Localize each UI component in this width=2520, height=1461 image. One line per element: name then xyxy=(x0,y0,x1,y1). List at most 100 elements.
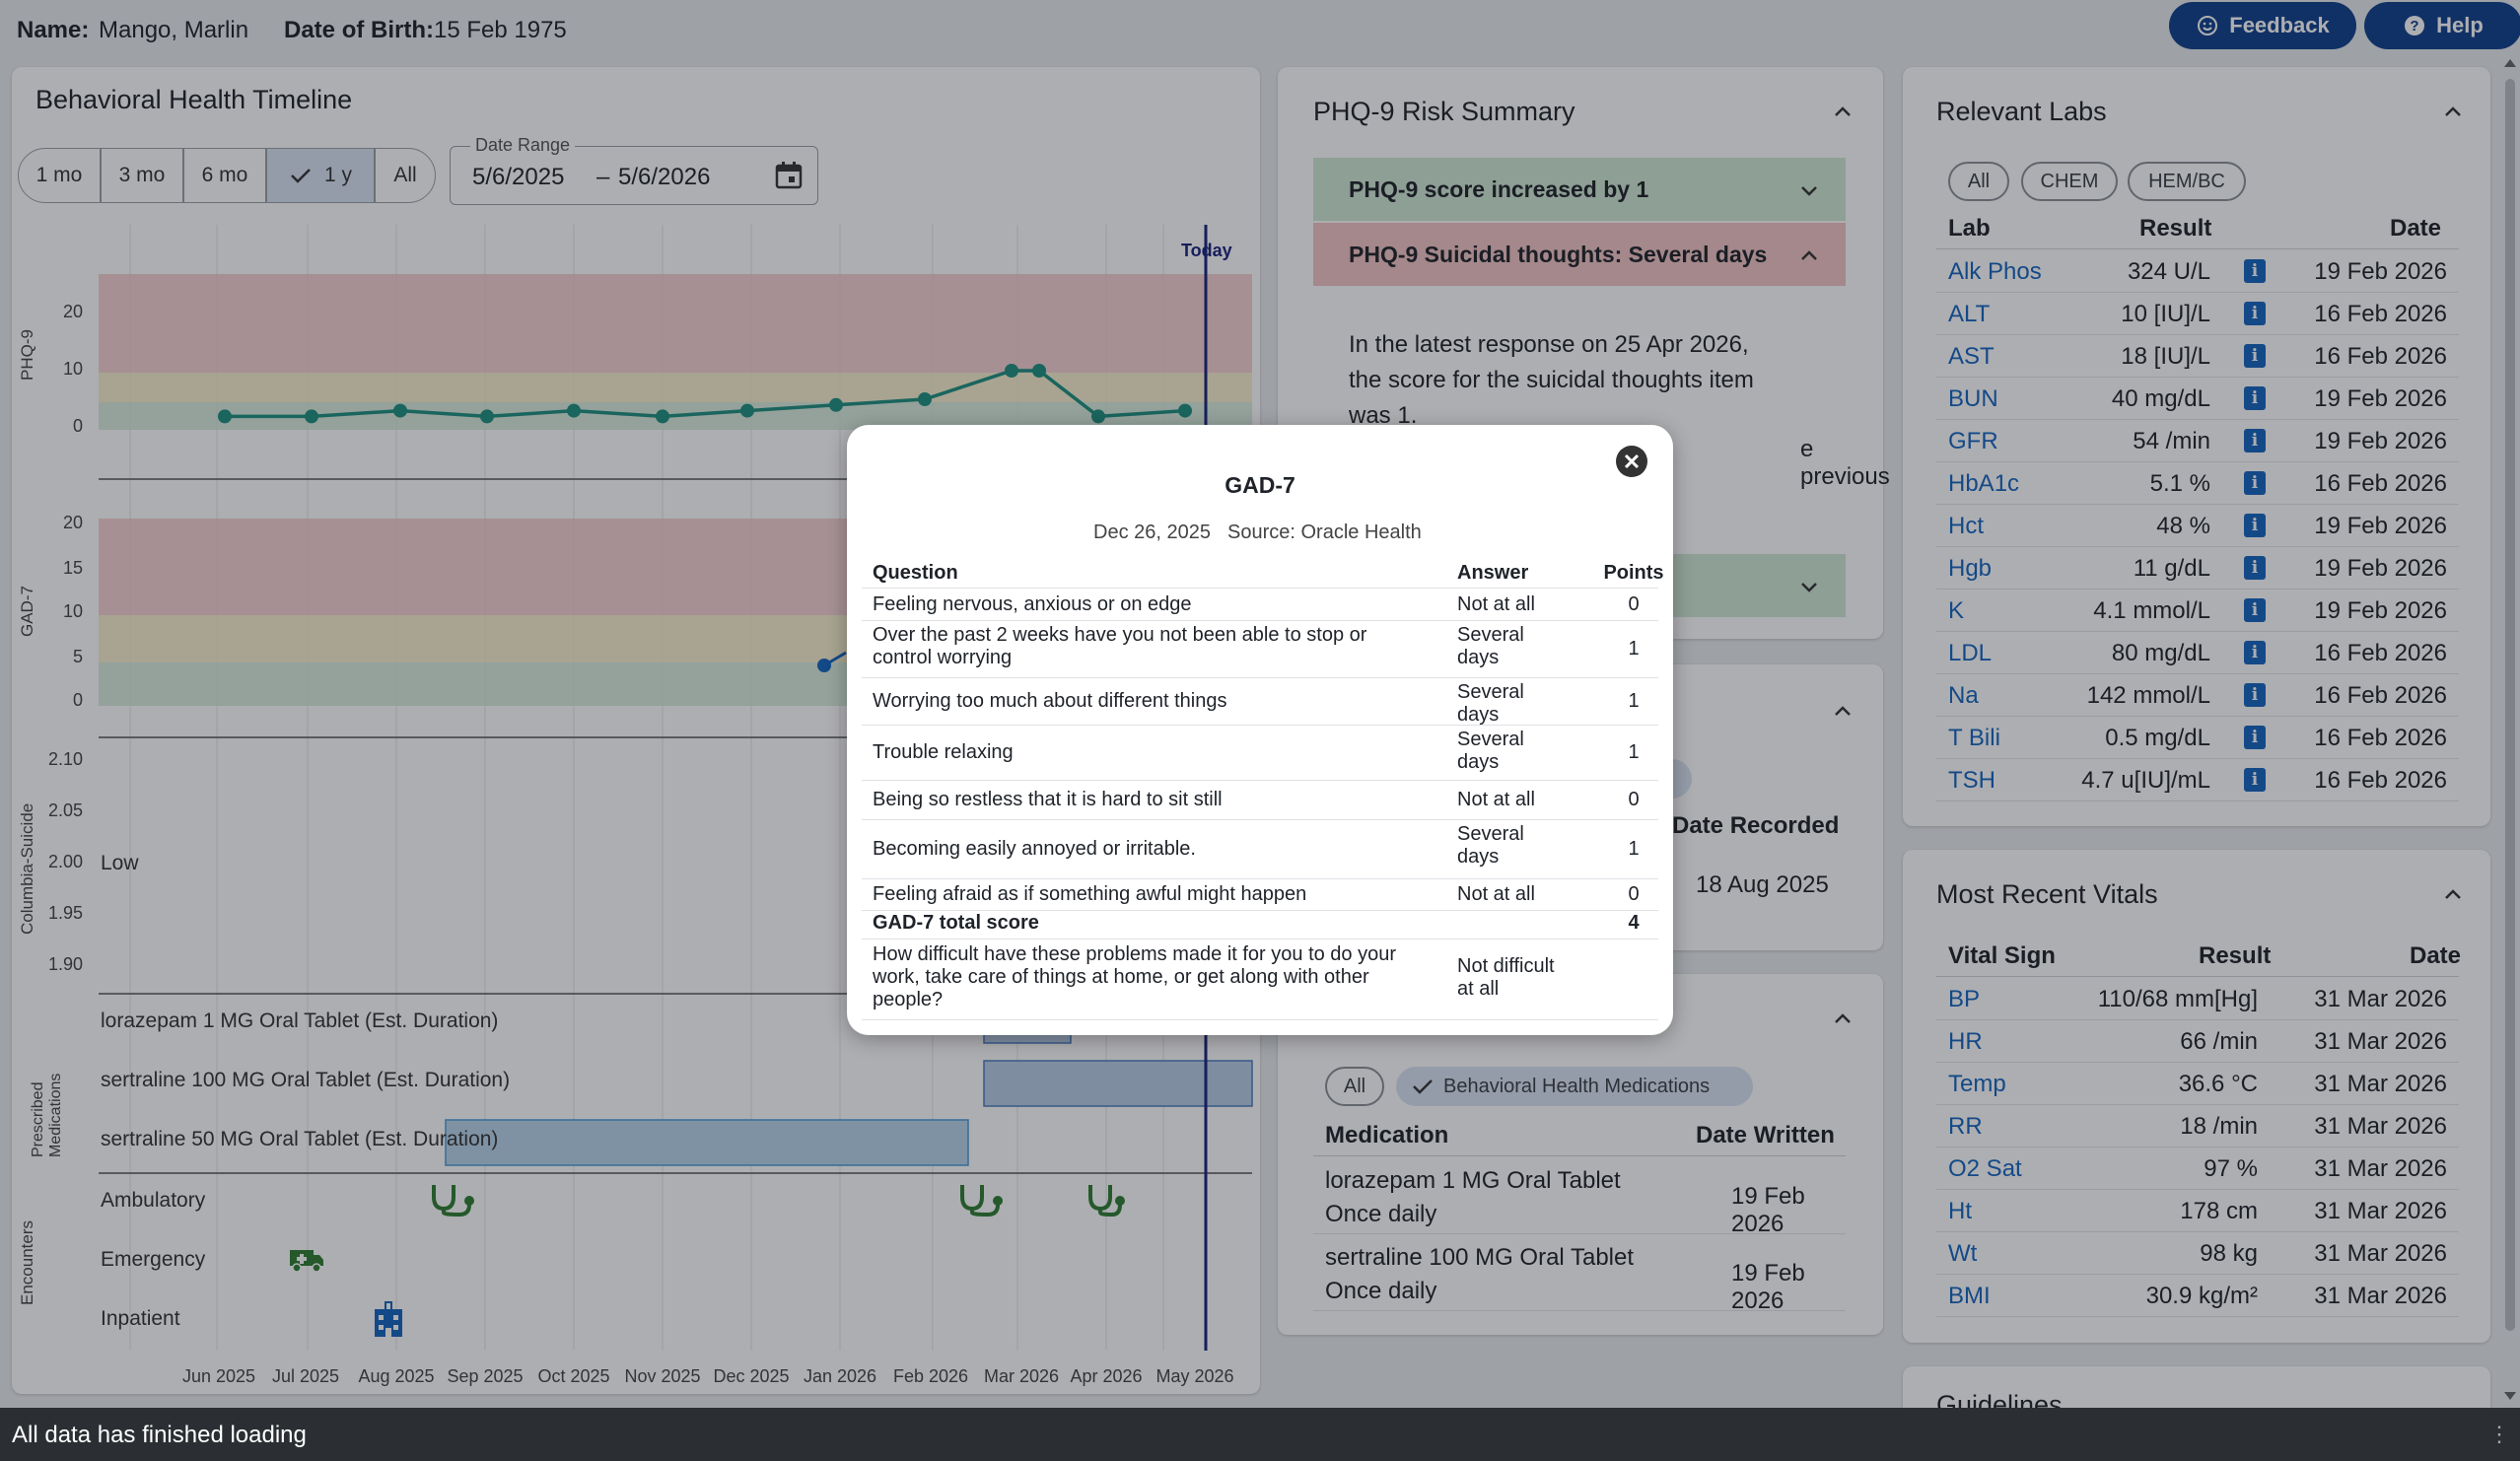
meds-row[interactable]: lorazepam 1 MG Oral Tablet Once daily 19… xyxy=(1313,1157,1846,1237)
scroll-up-arrow[interactable] xyxy=(2504,59,2516,67)
phq-point[interactable] xyxy=(305,409,318,424)
stethoscope-icon[interactable] xyxy=(1086,1183,1126,1217)
vital-name-link[interactable]: Wt xyxy=(1948,1240,1978,1267)
info-icon[interactable]: i xyxy=(2244,386,2266,410)
info-icon[interactable]: i xyxy=(2244,429,2266,452)
labs-filter-all-chip[interactable]: All xyxy=(1948,162,2009,201)
range-3mo-button[interactable]: 3 mo xyxy=(101,148,183,203)
vital-name-link[interactable]: HR xyxy=(1948,1028,1983,1055)
gad-point[interactable] xyxy=(817,659,831,672)
collapse-chevron-icon[interactable] xyxy=(1832,101,1854,122)
close-icon[interactable] xyxy=(1615,445,1648,478)
info-icon[interactable]: i xyxy=(2244,302,2266,325)
range-6mo-button[interactable]: 6 mo xyxy=(183,148,266,203)
lab-name-link[interactable]: ALT xyxy=(1948,301,1991,327)
phq-point[interactable] xyxy=(829,397,843,412)
lab-name-link[interactable]: K xyxy=(1948,597,1965,624)
lab-name-link[interactable]: BUN xyxy=(1948,385,1998,412)
help-button[interactable]: ? Help xyxy=(2364,2,2520,49)
lab-row[interactable]: ALT 10 [IU]/L i 16 Feb 2026 xyxy=(1936,293,2459,335)
range-1y-button[interactable]: 1 y xyxy=(266,148,375,203)
lab-row[interactable]: TSH 4.7 u[IU]/mL i 16 Feb 2026 xyxy=(1936,759,2459,801)
lab-name-link[interactable]: TSH xyxy=(1948,767,1995,794)
vital-row[interactable]: Wt 98 kg 31 Mar 2026 xyxy=(1936,1232,2459,1275)
lab-row[interactable]: HbA1c 5.1 % i 16 Feb 2026 xyxy=(1936,462,2459,505)
lab-row[interactable]: GFR 54 /min i 19 Feb 2026 xyxy=(1936,420,2459,462)
info-icon[interactable]: i xyxy=(2244,514,2266,537)
range-1mo-button[interactable]: 1 mo xyxy=(18,148,101,203)
lab-row[interactable]: LDL 80 mg/dL i 16 Feb 2026 xyxy=(1936,632,2459,674)
lab-name-link[interactable]: Hgb xyxy=(1948,555,1993,582)
phq-point[interactable] xyxy=(1178,403,1192,418)
stethoscope-icon[interactable] xyxy=(958,1183,1006,1217)
lab-name-link[interactable]: T Bili xyxy=(1948,725,2000,751)
lab-name-link[interactable]: AST xyxy=(1948,343,1995,370)
phq-point[interactable] xyxy=(480,409,494,424)
vital-name-link[interactable]: BMI xyxy=(1948,1283,1991,1309)
info-icon[interactable]: i xyxy=(2244,768,2266,792)
vital-row[interactable]: RR 18 /min 31 Mar 2026 xyxy=(1936,1105,2459,1148)
labs-filter-chem-chip[interactable]: CHEM xyxy=(2021,162,2118,201)
phq-point[interactable] xyxy=(567,403,581,418)
vital-row[interactable]: Temp 36.6 °C 31 Mar 2026 xyxy=(1936,1063,2459,1105)
collapse-chevron-icon[interactable] xyxy=(2442,883,2464,905)
phq-suicidal-item[interactable]: PHQ-9 Suicidal thoughts: Several days xyxy=(1313,223,1846,286)
lab-name-link[interactable]: Hct xyxy=(1948,513,1984,539)
vital-name-link[interactable]: RR xyxy=(1948,1113,1983,1140)
sertraline-100-bar[interactable] xyxy=(983,1060,1253,1107)
feedback-button[interactable]: Feedback xyxy=(2169,2,2356,49)
phq-point[interactable] xyxy=(393,403,407,418)
vital-name-link[interactable]: Temp xyxy=(1948,1071,2006,1097)
range-all-button[interactable]: All xyxy=(375,148,436,203)
lab-row[interactable]: Hgb 11 g/dL i 19 Feb 2026 xyxy=(1936,547,2459,590)
info-icon[interactable]: i xyxy=(2244,683,2266,707)
phq-point[interactable] xyxy=(1032,364,1046,378)
lab-row[interactable]: K 4.1 mmol/L i 19 Feb 2026 xyxy=(1936,590,2459,632)
lab-row[interactable]: AST 18 [IU]/L i 16 Feb 2026 xyxy=(1936,335,2459,378)
phq-point[interactable] xyxy=(740,403,754,418)
page-scrollbar[interactable] xyxy=(2504,59,2518,1406)
phq-point[interactable] xyxy=(1091,409,1105,424)
info-icon[interactable]: i xyxy=(2244,259,2266,283)
sertraline-50-bar[interactable] xyxy=(445,1119,969,1166)
lab-name-link[interactable]: LDL xyxy=(1948,640,1993,666)
lab-name-link[interactable]: HbA1c xyxy=(1948,470,2020,497)
phq-point[interactable] xyxy=(918,392,932,406)
collapse-chevron-icon[interactable] xyxy=(1832,1008,1854,1029)
hospital-icon[interactable] xyxy=(373,1301,404,1337)
collapse-chevron-icon[interactable] xyxy=(1832,700,1854,722)
vital-name-link[interactable]: BP xyxy=(1948,986,1981,1012)
vital-row[interactable]: BMI 30.9 kg/m² 31 Mar 2026 xyxy=(1936,1275,2459,1317)
vital-row[interactable]: O2 Sat 97 % 31 Mar 2026 xyxy=(1936,1148,2459,1190)
info-icon[interactable]: i xyxy=(2244,641,2266,664)
vital-row[interactable]: HR 66 /min 31 Mar 2026 xyxy=(1936,1020,2459,1063)
ambulance-icon[interactable] xyxy=(288,1246,325,1274)
phq-point[interactable] xyxy=(1005,364,1018,378)
info-icon[interactable]: i xyxy=(2244,726,2266,749)
phq-point[interactable] xyxy=(218,409,232,424)
vital-name-link[interactable]: Ht xyxy=(1948,1198,1972,1224)
info-icon[interactable]: i xyxy=(2244,598,2266,622)
meds-row[interactable]: sertraline 100 MG Oral Tablet Once daily… xyxy=(1313,1234,1846,1314)
lab-row[interactable]: T Bili 0.5 mg/dL i 16 Feb 2026 xyxy=(1936,717,2459,759)
meds-filter-bh-chip[interactable]: Behavioral Health Medications xyxy=(1396,1067,1753,1106)
info-icon[interactable]: i xyxy=(2244,471,2266,495)
date-range-field[interactable]: Date Range 5/6/2025 – 5/6/2026 xyxy=(450,135,818,205)
labs-filter-hembc-chip[interactable]: HEM/BC xyxy=(2128,162,2246,201)
collapse-chevron-icon[interactable] xyxy=(2442,101,2464,122)
phq-score-increase-item[interactable]: PHQ-9 score increased by 1 xyxy=(1313,158,1846,221)
lab-name-link[interactable]: Na xyxy=(1948,682,1979,709)
scroll-down-arrow[interactable] xyxy=(2504,1392,2516,1400)
lab-name-link[interactable]: GFR xyxy=(1948,428,1998,454)
stethoscope-icon[interactable] xyxy=(430,1183,477,1217)
info-icon[interactable]: i xyxy=(2244,556,2266,580)
scrollbar-thumb[interactable] xyxy=(2505,79,2515,1331)
info-icon[interactable]: i xyxy=(2244,344,2266,368)
lab-row[interactable]: Na 142 mmol/L i 16 Feb 2026 xyxy=(1936,674,2459,717)
lab-row[interactable]: Alk Phos 324 U/L i 19 Feb 2026 xyxy=(1936,250,2459,293)
lab-row[interactable]: BUN 40 mg/dL i 19 Feb 2026 xyxy=(1936,378,2459,420)
status-menu-icon[interactable]: ⋮ xyxy=(2488,1422,2510,1446)
meds-filter-all-chip[interactable]: All xyxy=(1325,1067,1384,1106)
vital-row[interactable]: BP 110/68 mm[Hg] 31 Mar 2026 xyxy=(1936,978,2459,1020)
phq-point[interactable] xyxy=(656,409,669,424)
